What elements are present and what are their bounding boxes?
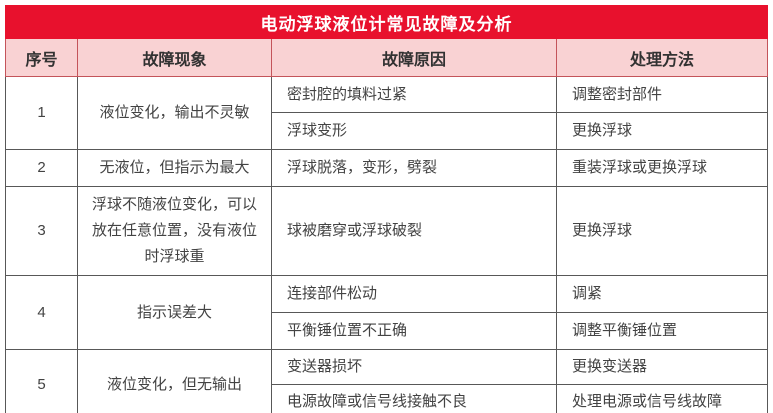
phenomenon-cell: 浮球不随液位变化，可以放在任意位置，没有液位时浮球重 <box>77 186 272 276</box>
fault-table-body: 1 液位变化，输出不灵敏 密封腔的填料过紧 调整密封部件 浮球变形 更换浮球 2 无液位，但指… <box>5 76 768 413</box>
table-row: 3 浮球不随液位变化，可以放在任意位置，没有液位时浮球重 球被磨穿或浮球破裂 更换浮球 <box>5 186 768 276</box>
solution-cell: 调紧 <box>556 275 768 313</box>
cause-cell: 密封腔的填料过紧 <box>271 76 557 113</box>
cause-cell: 连接部件松动 <box>271 275 557 313</box>
cause-cell: 电源故障或信号线接触不良 <box>271 384 557 413</box>
table-row: 4 指示误差大 连接部件松动 调紧 <box>5 275 768 350</box>
solution-cell: 更换浮球 <box>556 112 768 150</box>
cause-cell: 浮球变形 <box>271 112 557 150</box>
col-header-phenomenon: 故障现象 <box>77 38 272 77</box>
phenomenon-cell: 指示误差大 <box>77 275 272 350</box>
phenomenon-cell: 无液位，但指示为最大 <box>77 149 272 187</box>
table-title: 电动浮球液位计常见故障及分析 <box>5 5 768 39</box>
solution-cell: 更换变送器 <box>556 349 768 385</box>
table-row: 5 液位变化，但无输出 变送器损坏 更换变送器 <box>5 349 768 413</box>
cause-cell: 变送器损坏 <box>271 349 557 385</box>
solution-cell: 调整密封部件 <box>556 76 768 113</box>
solution-cell: 处理电源或信号线故障 <box>556 384 768 413</box>
table-row: 1 液位变化，输出不灵敏 密封腔的填料过紧 调整密封部件 <box>5 76 768 150</box>
serial-cell: 5 <box>5 349 78 413</box>
solution-cell: 重装浮球或更换浮球 <box>556 149 768 187</box>
table-row: 电源故障或信号线接触不良 处理电源或信号线故障 <box>6 384 768 413</box>
serial-cell: 4 <box>5 275 78 350</box>
serial-cell: 1 <box>5 76 78 150</box>
fault-table: 电动浮球液位计常见故障及分析 序号 故障现象 故障原因 处理方法 1 液位变化，输… <box>5 5 768 413</box>
col-header-solution: 处理方法 <box>556 38 768 77</box>
cause-cell: 浮球脱落，变形，劈裂 <box>271 149 557 187</box>
title-row: 电动浮球液位计常见故障及分析 <box>5 5 768 39</box>
phenomenon-cell: 液位变化，输出不灵敏 <box>77 76 272 150</box>
col-header-serial: 序号 <box>5 38 78 77</box>
table-row: 浮球变形 更换浮球 <box>6 112 768 150</box>
table-row: 2 无液位，但指示为最大 浮球脱落，变形，劈裂 重装浮球或更换浮球 <box>5 149 768 187</box>
col-header-cause: 故障原因 <box>271 38 557 77</box>
serial-cell: 3 <box>5 186 78 276</box>
solution-cell: 调整平衡锤位置 <box>556 312 768 350</box>
cause-cell: 球被磨穿或浮球破裂 <box>271 186 557 276</box>
phenomenon-cell: 液位变化，但无输出 <box>77 349 272 413</box>
column-header-row: 序号 故障现象 故障原因 处理方法 <box>5 38 768 77</box>
serial-cell: 2 <box>5 149 78 187</box>
solution-cell: 更换浮球 <box>556 186 768 276</box>
cause-cell: 平衡锤位置不正确 <box>271 312 557 350</box>
